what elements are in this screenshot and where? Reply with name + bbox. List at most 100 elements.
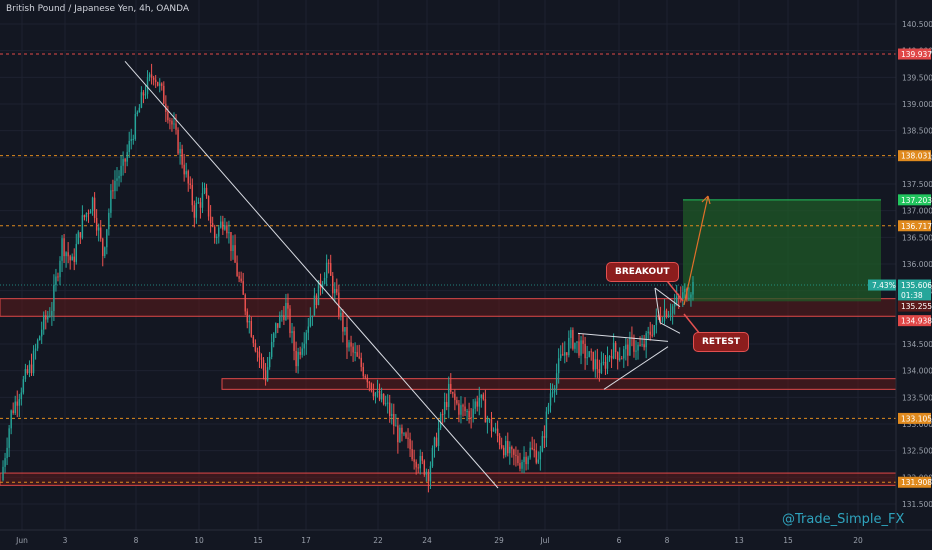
candle-body (65, 252, 67, 257)
candle-body (454, 393, 456, 401)
wedge-lower (603, 346, 669, 390)
candle-body (183, 164, 185, 175)
time-tick-label: 22 (373, 536, 383, 545)
candle-body (197, 202, 200, 204)
candle-body (266, 367, 269, 381)
candle-body (148, 74, 151, 78)
candle-body (18, 399, 21, 406)
candle-body (382, 393, 385, 405)
candle-body (116, 178, 118, 181)
price-label-bg (898, 289, 931, 301)
candle-body (327, 262, 330, 264)
candle-body (152, 77, 155, 80)
candle-body (393, 413, 395, 426)
candle-body (59, 260, 61, 278)
price-label: 135.255 (901, 302, 932, 311)
candle-body (315, 295, 318, 305)
candle-body (502, 447, 505, 456)
candle-body (63, 238, 65, 257)
candle-body (279, 315, 281, 328)
candle-body (543, 436, 546, 438)
candle-body (386, 402, 389, 404)
candle-body (140, 92, 143, 108)
candle-body (470, 417, 472, 419)
candle-body (220, 221, 222, 228)
candle-body (43, 315, 45, 330)
candle-body (234, 245, 236, 263)
candle-body (32, 350, 35, 374)
candle-body (207, 195, 210, 217)
candle-body (509, 446, 511, 454)
candle-body (14, 401, 16, 413)
candle-body (55, 276, 57, 286)
time-tick-label: 8 (665, 536, 670, 545)
candle-body (669, 313, 672, 315)
position-label-bg (868, 279, 896, 291)
candle-body (242, 281, 244, 295)
candle-body (81, 215, 84, 238)
candle-body (415, 461, 417, 468)
candle-body (248, 320, 251, 323)
candle-body (201, 193, 204, 208)
candle-body (574, 342, 576, 349)
price-label-bg (898, 194, 931, 206)
price-label: 133.105 (901, 414, 932, 423)
candle-body (47, 316, 49, 320)
candle-body (264, 370, 267, 381)
candle-body (368, 382, 371, 384)
candle-body (71, 256, 73, 261)
candle-body (494, 428, 497, 431)
price-tick-label: 133.500 (902, 393, 932, 402)
candle-body (537, 459, 540, 463)
candle-body (684, 288, 686, 293)
candle-body (342, 312, 344, 332)
candle-body (616, 352, 619, 360)
candle-body (523, 456, 525, 462)
candle-body (604, 361, 607, 369)
candle-body (490, 419, 493, 432)
candle-body (429, 466, 432, 482)
candle-body (507, 441, 509, 454)
candle-body (464, 406, 466, 412)
candle-body (643, 344, 645, 348)
time-tick-label: Jun (15, 536, 28, 545)
target-box (683, 199, 881, 302)
candle-body (411, 449, 413, 460)
candle-body (85, 213, 88, 218)
time-tick-label: 6 (617, 536, 622, 545)
candle-body (275, 323, 277, 334)
candle-body (36, 340, 39, 349)
candle-body (193, 205, 196, 218)
flag-upper (654, 287, 681, 308)
candle-body (91, 197, 94, 212)
candle-body (169, 120, 171, 122)
time-tick-label: 20 (853, 536, 863, 545)
candle-body (309, 317, 312, 327)
candle-body (370, 383, 373, 391)
candle-body (146, 77, 149, 95)
candle-body (348, 342, 350, 348)
candle-body (407, 437, 409, 439)
candle-body (185, 171, 187, 175)
candle-body (443, 402, 446, 415)
candle-body (557, 358, 560, 374)
candle-body (618, 358, 621, 360)
candle-body (637, 344, 639, 351)
candle-body (651, 334, 653, 336)
candle-body (99, 227, 102, 239)
candle-body (527, 457, 529, 465)
candle-body (572, 330, 574, 349)
candle-body (285, 302, 287, 320)
candle-body (272, 333, 275, 342)
time-tick-label: 3 (63, 536, 68, 545)
candle-body (562, 354, 564, 356)
candle-body (281, 315, 283, 317)
candle-body (350, 342, 352, 347)
candle-body (224, 225, 226, 230)
time-tick-label: 29 (494, 536, 504, 545)
candle-body (156, 81, 159, 86)
candle-body (423, 460, 426, 475)
candle-body (602, 361, 605, 363)
candle-body (378, 390, 381, 400)
